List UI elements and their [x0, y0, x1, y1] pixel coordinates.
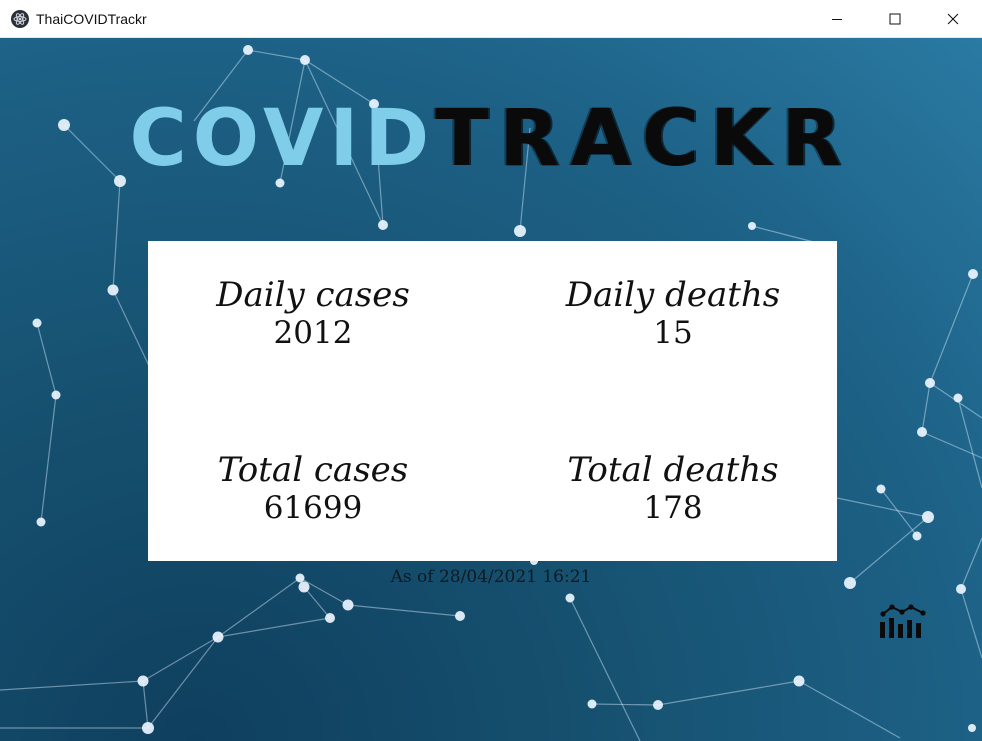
- logo-covid-text: COVID: [129, 94, 436, 184]
- total-cases-label: Total cases: [217, 450, 409, 490]
- total-deaths-stat: Total deaths 178: [523, 450, 823, 526]
- daily-cases-label: Daily cases: [216, 275, 410, 315]
- maximize-button[interactable]: [866, 0, 924, 37]
- total-deaths-value: 178: [643, 490, 703, 526]
- chart-icon: [880, 604, 926, 638]
- title-bar: ThaiCOVIDTrackr: [0, 0, 982, 38]
- main-view: COVIDTRACKR Daily cases 2012 Daily death…: [0, 38, 982, 741]
- logo-trackr-text: TRACKR: [435, 94, 853, 184]
- total-deaths-label: Total deaths: [567, 450, 779, 490]
- maximize-icon: [889, 13, 901, 24]
- total-cases-value: 61699: [263, 490, 363, 526]
- close-icon: [947, 13, 959, 24]
- app-icon: [11, 9, 29, 28]
- window-title: ThaiCOVIDTrackr: [36, 10, 147, 27]
- window-controls: [808, 0, 982, 37]
- close-button[interactable]: [924, 0, 982, 37]
- daily-deaths-label: Daily deaths: [565, 275, 781, 315]
- stats-card: Daily cases 2012 Daily deaths 15 Total c…: [148, 241, 837, 561]
- daily-cases-value: 2012: [273, 315, 353, 351]
- network-background: [0, 45, 982, 741]
- minimize-icon: [832, 18, 842, 20]
- daily-deaths-stat: Daily deaths 15: [523, 275, 823, 351]
- daily-cases-stat: Daily cases 2012: [163, 275, 463, 351]
- app-logo: COVIDTRACKR: [0, 100, 982, 178]
- chart-button[interactable]: [878, 602, 928, 642]
- daily-deaths-value: 15: [653, 315, 693, 351]
- total-cases-stat: Total cases 61699: [163, 450, 463, 526]
- last-updated-text: As of 28/04/2021 16:21: [390, 567, 592, 587]
- minimize-button[interactable]: [808, 0, 866, 37]
